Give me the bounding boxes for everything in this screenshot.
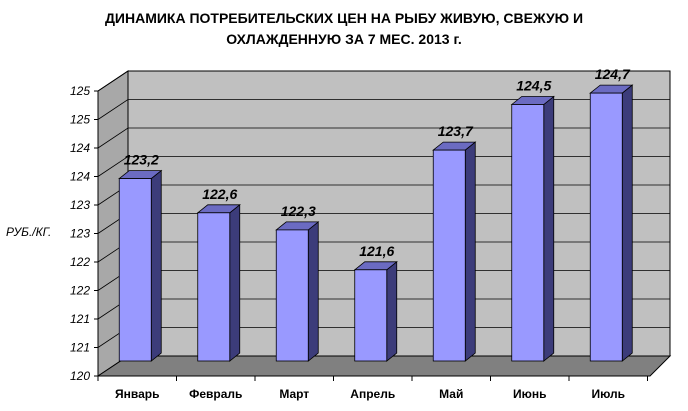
bar [353,260,398,362]
bar-side [621,84,633,362]
chart-title: ДИНАМИКА ПОТРЕБИТЕЛЬСКИХ ЦЕН НА РЫБУ ЖИВ… [0,8,688,50]
y-axis-label: РУБ./КГ. [6,225,52,239]
bar [510,95,555,362]
x-tick-label: Июнь [513,387,547,401]
bar-front [275,229,309,362]
bar [589,84,634,362]
gridline [97,156,670,177]
y-tick-label: 123 [70,227,90,241]
y-tick-label: 124 [70,170,90,184]
bar [275,221,320,362]
axes [94,90,650,381]
bar-side [307,221,319,362]
bar-side [229,203,241,362]
bars [118,84,634,362]
bar-front [511,104,545,362]
x-tick-label: Май [439,387,463,401]
y-tick-label: 120 [70,369,90,383]
data-label: 122,3 [281,203,316,219]
y-tick-label: 123 [70,198,90,212]
gridline [97,127,670,149]
y-tick-label: 125 [70,113,90,127]
bar-side [386,260,398,362]
bar-front [197,212,231,362]
bar-side [464,141,476,362]
chart-title-line-2: ОХЛАЖДЕННУЮ ЗА 7 МЕС. 2013 г. [226,31,462,47]
data-label: 124,7 [595,66,631,82]
data-label: 122,6 [202,186,237,202]
bar [196,203,241,362]
bar-side [543,95,555,362]
y-tick-label: 121 [70,341,90,355]
y-tick-label: 122 [70,255,90,269]
bar-side [150,169,162,362]
x-tick-label: Июль [591,387,625,401]
chart-title-line-1: ДИНАМИКА ПОТРЕБИТЕЛЬСКИХ ЦЕН НА РЫБУ ЖИВ… [104,10,584,26]
y-tick-label: 121 [70,312,90,326]
x-tick-label: Март [279,387,309,401]
bar-front [432,149,466,362]
data-label: 121,6 [359,243,394,259]
y-tick-label: 124 [70,141,90,155]
x-tick-label: Февраль [189,387,242,401]
gridline [97,99,670,120]
bar-front [589,92,623,362]
bar-front [354,269,388,362]
x-tick-label: Январь [115,387,159,401]
gridline [97,70,670,92]
data-label: 123,2 [124,152,159,168]
labels: 120 121 121 122 122 123 123 124 124 125 125 123,2 Ян… [70,66,631,401]
data-label: 123,7 [438,123,474,139]
bar-front [118,178,152,362]
y-tick-label: 125 [70,84,90,98]
data-label: 124,5 [516,78,551,94]
bar [432,141,477,362]
bar [118,169,163,362]
x-tick-label: Апрель [350,387,395,401]
y-tick-label: 122 [70,284,90,298]
